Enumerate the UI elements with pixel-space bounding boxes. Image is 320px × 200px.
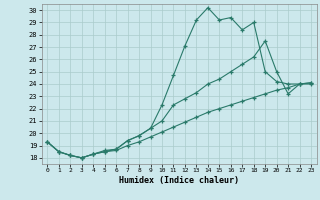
X-axis label: Humidex (Indice chaleur): Humidex (Indice chaleur) — [119, 176, 239, 185]
